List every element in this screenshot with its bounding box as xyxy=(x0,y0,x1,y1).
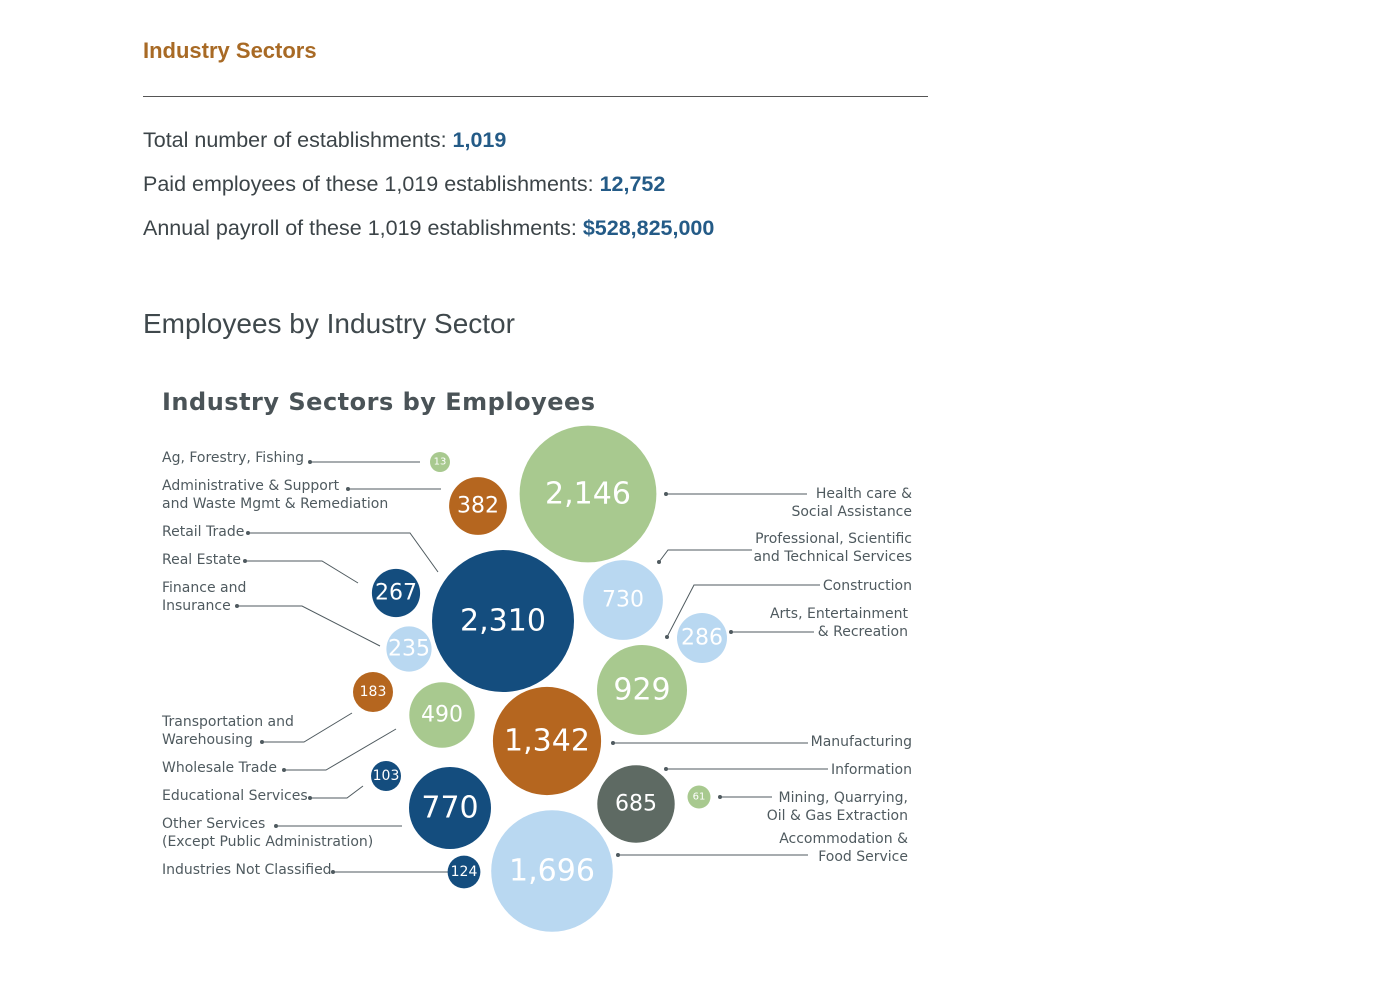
bubble-layer: 13 Ag, Forestry, Fishing 382 Administrative… xyxy=(161,425,912,932)
bubble-label-accommodation-food-service: Accommodation & Food Service xyxy=(779,831,908,865)
leader-dot-mining-quarrying-oil-gas-extraction xyxy=(718,795,722,799)
bubble-value-finance-and-insurance: 235 xyxy=(388,637,430,662)
bubble-label-transportation-and-warehousing: Transportation and Warehousing xyxy=(161,714,294,748)
stat-value: $528,825,000 xyxy=(582,216,715,240)
bubble-manufacturing xyxy=(492,686,602,796)
bubble-value-information: 685 xyxy=(615,792,657,817)
leader-line-transportation-and-warehousing xyxy=(262,712,353,743)
chart-title: Industry Sectors by Employees xyxy=(162,388,596,416)
bubble-label-administrative-support-and-waste-mgmt-remediation: Administrative & Support and Waste Mgmt &… xyxy=(162,478,388,512)
leader-line-wholesale-trade xyxy=(284,728,397,771)
stat-annual-payroll: Annual payroll of these 1,019 establishm… xyxy=(143,216,714,241)
bubble-retail-trade xyxy=(432,550,574,692)
bubble-finance-and-insurance xyxy=(386,626,432,672)
bubble-real-estate xyxy=(371,568,421,618)
bubble-value-real-estate: 267 xyxy=(375,581,417,606)
bubble-construction xyxy=(597,645,687,735)
bubble-label-information: Information xyxy=(831,762,912,778)
leader-dot-industries-not-classified xyxy=(331,870,335,874)
bubble-label-educational-services: Educational Services xyxy=(162,788,308,804)
subsection-title: Employees by Industry Sector xyxy=(143,308,515,339)
bubble-value-professional-scientific-and-technical-services: 730 xyxy=(602,588,644,613)
bubble-professional-scientific-and-technical-services xyxy=(583,560,663,640)
bubble-label-finance-and-insurance: Finance and Insurance xyxy=(162,580,246,614)
bubble-value-health-care-social-assistance: 2,146 xyxy=(545,477,631,512)
bubble-value-administrative-support-and-waste-mgmt-remediation: 382 xyxy=(457,494,499,519)
bubble-industries-not-classified xyxy=(447,855,481,889)
bubble-value-accommodation-food-service: 1,696 xyxy=(509,854,595,889)
stat-total-establishments: Total number of establishments: 1,019 xyxy=(143,128,506,153)
bubble-value-arts-entertainment-recreation: 286 xyxy=(681,626,723,651)
bubble-other-services-except-public-administration xyxy=(409,767,491,849)
bubble-value-construction: 929 xyxy=(613,673,670,708)
stat-value: 12,752 xyxy=(599,172,666,196)
stat-value: 1,019 xyxy=(452,128,507,152)
leader-dot-real-estate xyxy=(243,559,247,563)
bubble-label-retail-trade: Retail Trade xyxy=(162,524,244,540)
bubble-wholesale-trade xyxy=(409,682,475,748)
section-divider xyxy=(143,96,928,97)
bubble-educational-services xyxy=(371,761,401,791)
leader-line-professional-scientific-and-technical-services xyxy=(658,549,752,563)
leader-line-educational-services xyxy=(310,785,364,799)
bubble-label-industries-not-classified: Industries Not Classified xyxy=(162,862,332,878)
bubble-label-arts-entertainment-recreation: Arts, Entertainment & Recreation xyxy=(770,606,909,640)
bubble-mining-quarrying-oil-gas-extraction xyxy=(687,785,711,809)
bubble-label-ag-forestry-fishing: Ag, Forestry, Fishing xyxy=(162,450,304,466)
bubble-label-construction: Construction xyxy=(823,578,912,594)
leader-dot-finance-and-insurance xyxy=(235,604,239,608)
bubble-value-industries-not-classified: 124 xyxy=(451,864,478,880)
bubble-value-transportation-and-warehousing: 183 xyxy=(360,684,387,700)
stat-label: Annual payroll of these 1,019 establishm… xyxy=(143,216,583,240)
leader-dot-information xyxy=(664,767,668,771)
leader-line-real-estate xyxy=(245,560,359,584)
leader-dot-administrative-support-and-waste-mgmt-remediation xyxy=(346,487,350,491)
leader-dot-retail-trade xyxy=(246,531,250,535)
leader-dot-wholesale-trade xyxy=(282,768,286,772)
bubble-value-educational-services: 103 xyxy=(373,768,400,784)
leader-dot-other-services-except-public-administration xyxy=(274,824,278,828)
stat-label: Paid employees of these 1,019 establishm… xyxy=(143,172,600,196)
bubble-label-other-services-except-public-administration: Other Services (Except Public Administrat… xyxy=(162,816,373,850)
bubble-value-mining-quarrying-oil-gas-extraction: 61 xyxy=(693,792,706,803)
leader-dot-professional-scientific-and-technical-services xyxy=(657,560,661,564)
bubble-label-health-care-social-assistance: Health care & Social Assistance xyxy=(791,486,912,520)
bubble-transportation-and-warehousing xyxy=(353,672,393,712)
bubble-label-manufacturing: Manufacturing xyxy=(811,734,912,750)
bubble-arts-entertainment-recreation xyxy=(677,613,727,663)
leader-dot-arts-entertainment-recreation xyxy=(729,630,733,634)
bubble-value-other-services-except-public-administration: 770 xyxy=(421,791,478,826)
bubble-information xyxy=(597,765,675,843)
section-title: Industry Sectors xyxy=(143,38,317,63)
leader-line-finance-and-insurance xyxy=(237,605,381,647)
leader-dot-ag-forestry-fishing xyxy=(308,460,312,464)
bubble-accommodation-food-service xyxy=(491,810,613,932)
leader-dot-health-care-social-assistance xyxy=(664,492,668,496)
bubble-value-wholesale-trade: 490 xyxy=(421,703,463,728)
leader-line-construction xyxy=(666,584,820,638)
bubble-label-professional-scientific-and-technical-services: Professional, Scientific and Technical Se… xyxy=(753,531,912,565)
bubble-value-retail-trade: 2,310 xyxy=(460,604,546,639)
bubble-ag-forestry-fishing xyxy=(430,452,450,472)
leader-line-retail-trade xyxy=(248,532,439,573)
stat-paid-employees: Paid employees of these 1,019 establishm… xyxy=(143,172,665,197)
bubble-value-ag-forestry-fishing: 13 xyxy=(434,457,447,468)
bubble-administrative-support-and-waste-mgmt-remediation xyxy=(449,477,507,535)
stat-label: Total number of establishments: xyxy=(143,128,453,152)
bubble-label-wholesale-trade: Wholesale Trade xyxy=(162,760,277,776)
bubble-label-mining-quarrying-oil-gas-extraction: Mining, Quarrying, Oil & Gas Extraction xyxy=(767,790,908,824)
bubble-health-care-social-assistance xyxy=(519,425,657,563)
bubble-label-real-estate: Real Estate xyxy=(162,552,241,568)
leader-dot-manufacturing xyxy=(611,741,615,745)
leader-dot-transportation-and-warehousing xyxy=(260,740,264,744)
leader-dot-educational-services xyxy=(308,796,312,800)
bubble-value-manufacturing: 1,342 xyxy=(504,724,590,759)
leader-dot-accommodation-food-service xyxy=(616,853,620,857)
leader-dot-construction xyxy=(665,635,669,639)
